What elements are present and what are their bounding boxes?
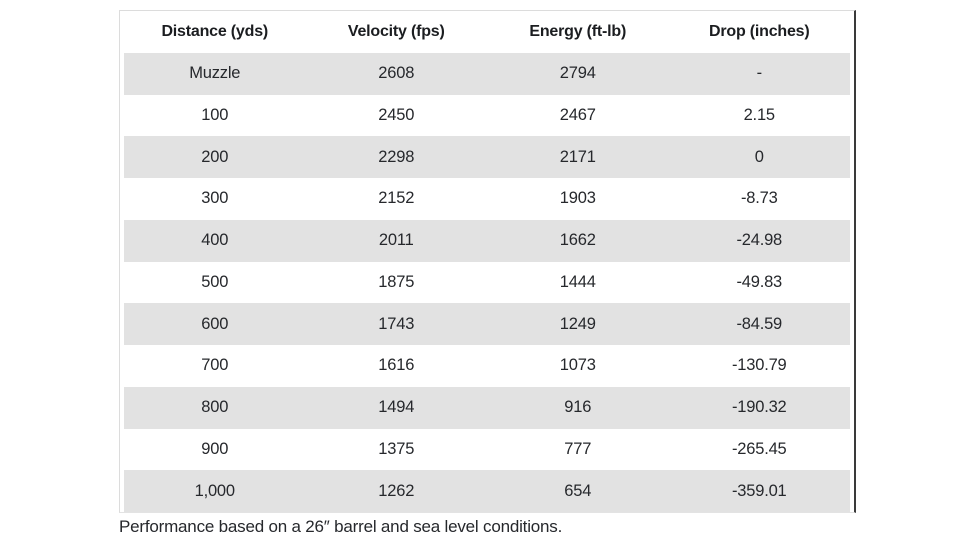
cell-energy: 2794 xyxy=(559,64,596,83)
cell-energy: 2467 xyxy=(559,105,596,124)
cell-energy: 777 xyxy=(564,439,592,458)
cell-energy: 1662 xyxy=(559,231,596,250)
cell-energy: 1249 xyxy=(559,314,596,333)
table-row: 400 2011 1662 -24.98 xyxy=(124,219,850,262)
cell-energy: 1903 xyxy=(559,189,596,208)
cell-drop: -24.98 xyxy=(736,231,783,250)
cell-energy: 2171 xyxy=(559,147,596,166)
header-cell-drop: Drop (inches) xyxy=(708,22,810,40)
cell-distance: 300 xyxy=(201,189,229,208)
cell-drop: -265.45 xyxy=(731,439,787,458)
table-row: Muzzle 2608 2794 - xyxy=(124,52,850,95)
header-cell-velocity: Velocity (fps) xyxy=(347,22,445,40)
cell-distance: 700 xyxy=(201,356,229,375)
table-row: 300 2152 1903 -8.73 xyxy=(124,178,850,220)
cell-drop: -49.83 xyxy=(736,272,783,291)
cell-distance: 800 xyxy=(201,398,229,417)
table-row: 500 1875 1444 -49.83 xyxy=(124,262,850,304)
header-cell-distance: Distance (yds) xyxy=(161,22,269,40)
header-cell-energy: Energy (ft-lb) xyxy=(529,22,627,40)
cell-velocity: 1743 xyxy=(378,314,415,333)
cell-velocity: 2608 xyxy=(378,64,415,83)
table-row: 900 1375 777 -265.45 xyxy=(124,429,850,471)
table-row: 800 1494 916 -190.32 xyxy=(124,386,850,429)
table-row: 1,000 1262 654 -359.01 xyxy=(124,470,850,512)
cell-distance: 1,000 xyxy=(194,481,235,500)
cell-energy: 916 xyxy=(564,398,592,417)
cell-distance: 100 xyxy=(201,105,229,124)
cell-velocity: 1494 xyxy=(378,398,415,417)
ballistics-table: Distance (yds) Velocity (fps) Energy (ft… xyxy=(119,10,856,513)
cell-velocity: 2298 xyxy=(378,147,415,166)
cell-drop: 0 xyxy=(754,147,764,166)
cell-velocity: 2152 xyxy=(378,189,415,208)
cell-velocity: 1875 xyxy=(378,272,415,291)
cell-velocity: 1616 xyxy=(378,356,415,375)
cell-drop: -8.73 xyxy=(740,189,778,208)
cell-drop: 2.15 xyxy=(743,105,776,124)
table-footnote: Performance based on a 26″ barrel and se… xyxy=(119,517,563,536)
cell-distance: Muzzle xyxy=(189,64,241,83)
cell-drop: -359.01 xyxy=(731,481,787,500)
table-row: 700 1616 1073 -130.79 xyxy=(124,345,850,387)
cell-energy: 654 xyxy=(564,481,592,500)
cell-drop: -84.59 xyxy=(736,314,783,333)
cell-drop: -190.32 xyxy=(731,398,787,417)
cell-energy: 1073 xyxy=(559,356,596,375)
table-row: 600 1743 1249 -84.59 xyxy=(124,303,850,345)
cell-distance: 900 xyxy=(201,439,229,458)
cell-drop: -130.79 xyxy=(731,356,787,375)
cell-distance: 500 xyxy=(201,272,229,291)
cell-velocity: 2011 xyxy=(378,231,414,250)
cell-distance: 200 xyxy=(201,147,229,166)
table-header-row: Distance (yds) Velocity (fps) Energy (ft… xyxy=(124,11,850,53)
cell-distance: 600 xyxy=(201,314,229,333)
cell-velocity: 1375 xyxy=(378,439,415,458)
cell-drop: - xyxy=(756,64,762,83)
cell-distance: 400 xyxy=(201,231,229,250)
cell-velocity: 2450 xyxy=(378,105,415,124)
cell-energy: 1444 xyxy=(559,272,596,291)
table-row: 100 2450 2467 2.15 xyxy=(124,95,850,137)
table-row: 200 2298 2171 0 xyxy=(124,136,850,178)
cell-velocity: 1262 xyxy=(378,481,415,500)
